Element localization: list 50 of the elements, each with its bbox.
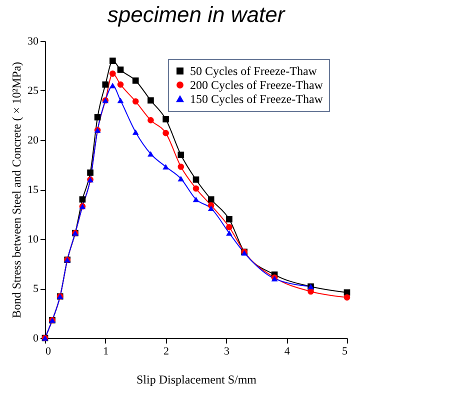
point bbox=[208, 206, 214, 212]
point bbox=[162, 130, 169, 136]
legend-label: 200 Cycles of Freeze-Thaw bbox=[190, 78, 324, 92]
y-tick-label: 10 bbox=[28, 234, 39, 246]
y-tick-label: 15 bbox=[28, 184, 39, 196]
point bbox=[132, 77, 139, 84]
x-tick-label: 3 bbox=[224, 346, 230, 358]
point bbox=[178, 152, 184, 158]
point bbox=[87, 170, 94, 176]
x-tick-label: 5 bbox=[342, 346, 348, 358]
point bbox=[162, 164, 169, 170]
point bbox=[148, 97, 154, 104]
y-axis-title: Bond Stress between Steel and Concrete ( × 10²MPa) bbox=[10, 62, 24, 318]
point bbox=[226, 230, 232, 236]
y-tick-label: 25 bbox=[28, 85, 39, 97]
x-tick-label: 0 bbox=[46, 346, 52, 358]
point bbox=[94, 114, 101, 120]
point bbox=[178, 176, 184, 182]
point bbox=[102, 81, 109, 88]
point bbox=[344, 294, 350, 301]
chart-title: specimen in water bbox=[107, 2, 286, 27]
y-tick-label: 20 bbox=[28, 134, 39, 146]
point bbox=[117, 81, 124, 88]
x-tick-label: 1 bbox=[103, 346, 109, 358]
point bbox=[109, 82, 116, 88]
x-tick-label: 4 bbox=[284, 346, 290, 358]
y-tick-label: 30 bbox=[28, 36, 39, 48]
point bbox=[208, 196, 214, 203]
point bbox=[109, 70, 116, 77]
legend-label: 150 Cycles of Freeze-Thaw bbox=[190, 92, 324, 106]
point bbox=[148, 151, 154, 157]
point bbox=[132, 129, 139, 135]
y-tick-label: 5 bbox=[33, 283, 39, 295]
x-axis-title: Slip Displacement S/mm bbox=[136, 372, 258, 386]
point bbox=[178, 164, 184, 170]
point bbox=[192, 176, 200, 183]
x-tick-label: 2 bbox=[164, 346, 170, 358]
point bbox=[162, 116, 169, 122]
point bbox=[192, 185, 200, 192]
legend-label: 50 Cycles of Freeze-Thaw bbox=[190, 64, 318, 78]
point bbox=[148, 117, 154, 124]
point bbox=[226, 216, 232, 222]
point bbox=[117, 98, 124, 104]
y-tick-label: 0 bbox=[33, 332, 39, 344]
point bbox=[117, 66, 124, 73]
point bbox=[226, 224, 232, 230]
point bbox=[192, 196, 200, 202]
point bbox=[79, 196, 86, 203]
point bbox=[132, 98, 139, 105]
point bbox=[109, 58, 116, 64]
